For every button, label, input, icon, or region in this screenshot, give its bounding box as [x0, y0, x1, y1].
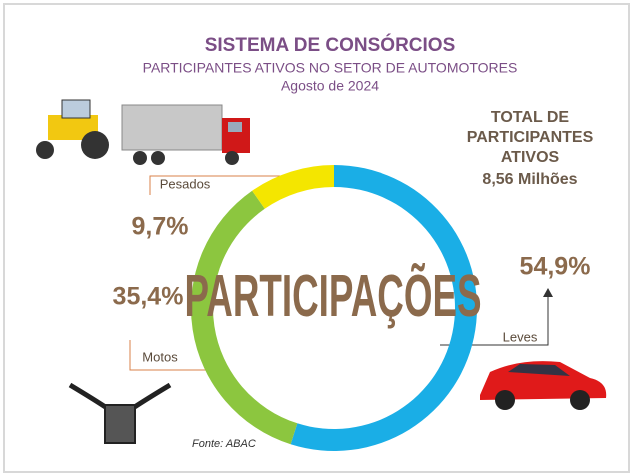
chart-subtitle: PARTICIPANTES ATIVOS NO SETOR DE AUTOMOT…: [143, 60, 518, 76]
category-label: Leves: [503, 329, 538, 344]
value-label: 54,9%: [520, 253, 591, 281]
arrow-head: [543, 288, 553, 297]
tractor-icon: [36, 99, 109, 159]
car-icon: [480, 361, 607, 410]
total-label: ATIVOS: [501, 149, 560, 166]
value-label: 35,4%: [113, 283, 184, 311]
leader-lines: [129, 175, 290, 371]
chart-title: SISTEMA DE CONSÓRCIOS: [205, 34, 456, 56]
center-text: PARTICIPAÇÕES: [184, 260, 481, 329]
chart-date: Agosto de 2024: [281, 78, 379, 94]
leader-line: [440, 295, 549, 346]
category-label: Motos: [142, 349, 178, 364]
total-value: 8,56 Milhões: [482, 171, 577, 188]
total-label: PARTICIPANTES: [467, 129, 594, 146]
donut-slice: [252, 165, 334, 209]
motorcycle-icon: [68, 382, 172, 444]
truck-icon: [121, 104, 250, 165]
category-label: Pesados: [160, 176, 211, 191]
value-label: 9,7%: [132, 213, 189, 241]
source: Fonte: ABAC: [192, 438, 256, 450]
total-label: TOTAL DE: [491, 109, 570, 126]
donut-slice: [191, 190, 298, 445]
